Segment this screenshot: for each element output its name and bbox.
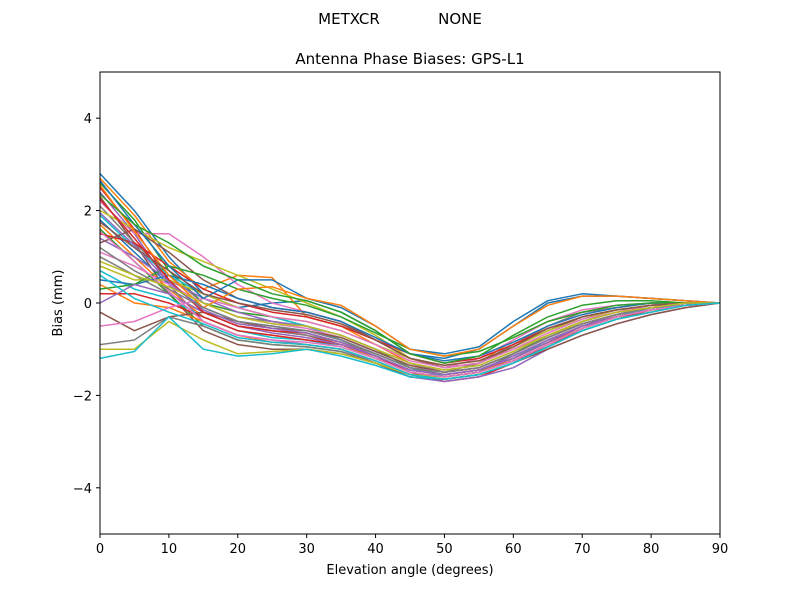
x-tick-label: 50 <box>436 542 453 557</box>
y-tick-label: 0 <box>84 297 92 312</box>
series-line-38 <box>99 246 720 374</box>
series-line-39 <box>99 260 720 371</box>
x-tick-label: 90 <box>712 542 729 557</box>
y-tick-label: 4 <box>84 112 92 127</box>
y-tick-label: −2 <box>73 389 92 404</box>
series-lines <box>99 173 721 383</box>
x-tick-label: 70 <box>574 542 591 557</box>
series-line-40 <box>99 274 721 380</box>
x-tick-label: 80 <box>643 542 660 557</box>
y-axis-label: Bias (mm) <box>51 270 66 337</box>
x-tick-label: 0 <box>96 542 104 557</box>
series-line-33 <box>99 193 720 364</box>
y-axis-ticks: −4 −2 0 2 4 <box>73 112 100 497</box>
series-line-37 <box>99 230 721 378</box>
series-line-36 <box>99 221 720 367</box>
y-tick-label: −4 <box>73 482 92 497</box>
x-tick-label: 10 <box>161 542 178 557</box>
x-axis-ticks: 0 10 20 30 40 50 60 70 80 90 <box>96 534 728 557</box>
y-tick-label: 2 <box>84 205 92 220</box>
x-tick-label: 20 <box>230 542 247 557</box>
x-axis-label: Elevation angle (degrees) <box>326 563 493 578</box>
x-tick-label: 40 <box>367 542 384 557</box>
x-tick-label: 30 <box>298 542 315 557</box>
suptitle-left: METXCR <box>318 10 380 28</box>
chart-title: Antenna Phase Biases: GPS-L1 <box>295 50 524 68</box>
suptitle-right: NONE <box>438 10 482 28</box>
x-tick-label: 60 <box>505 542 522 557</box>
